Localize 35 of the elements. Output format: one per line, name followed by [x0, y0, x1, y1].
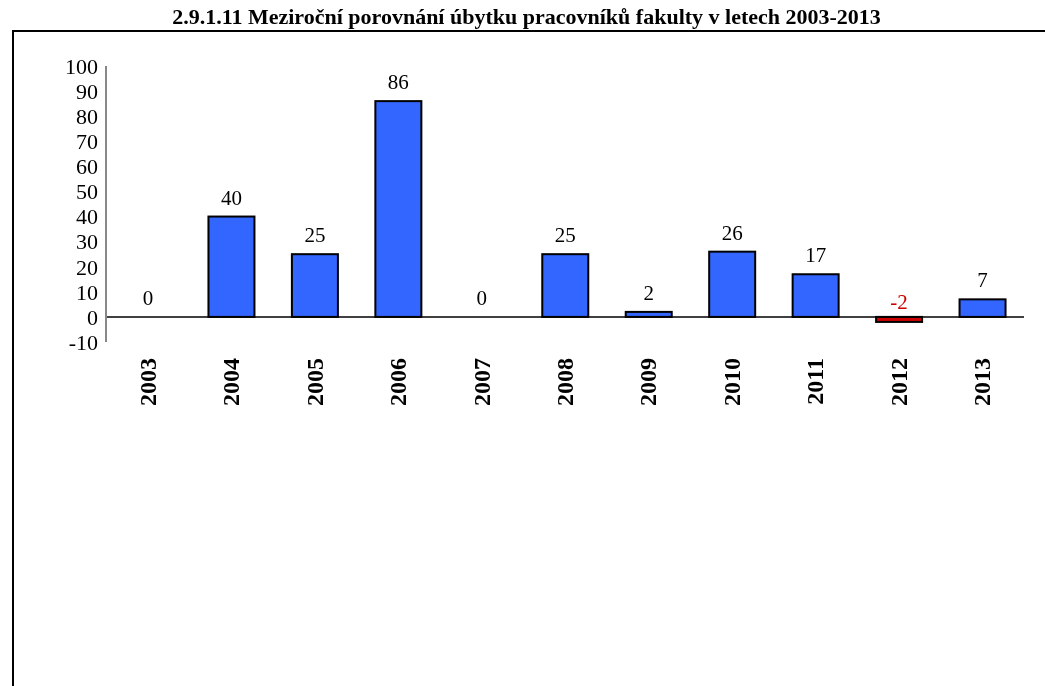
x-tick-label: 2007 — [468, 358, 495, 406]
y-tick-label: 50 — [76, 179, 98, 205]
data-label: 40 — [220, 185, 242, 210]
data-label: 25 — [304, 223, 326, 248]
data-label: 0 — [142, 285, 154, 310]
y-tick-label: 80 — [76, 103, 98, 129]
x-tick-label: 2006 — [385, 358, 412, 406]
y-tick-label: 30 — [76, 229, 98, 255]
y-tick-label: 40 — [76, 204, 98, 230]
x-tick-label: 2013 — [969, 358, 996, 406]
x-tick-label: 2008 — [552, 358, 578, 406]
data-label: 86 — [387, 70, 409, 95]
y-tick-label: 20 — [76, 254, 98, 280]
y-tick-label: 100 — [65, 53, 98, 79]
y-tick-label: 10 — [76, 279, 98, 305]
x-tick-label: 2012 — [885, 358, 912, 406]
x-tick-label: 2010 — [718, 358, 745, 406]
data-label: -2 — [890, 289, 908, 314]
y-tick-label: 70 — [76, 129, 98, 155]
x-tick-label: 2005 — [301, 358, 328, 406]
chart-title: 2.9.1.11 Meziroční porovnání úbytku pracovníků fakulty v letech 2003-2013 — [171, 4, 882, 30]
y-tick-label: -10 — [68, 329, 98, 355]
data-label: 2 — [643, 280, 654, 305]
x-tick-label: 2011 — [802, 358, 829, 405]
data-label: 7 — [977, 268, 988, 293]
y-tick-label: 60 — [76, 154, 98, 180]
data-label: 26 — [721, 220, 743, 245]
data-label: 0 — [476, 285, 488, 310]
data-label: 25 — [554, 223, 576, 248]
x-tick-label: 2009 — [635, 358, 662, 406]
x-tick-label: 2004 — [218, 358, 245, 406]
x-tick-label: 2003 — [134, 358, 161, 406]
y-tick-label: 0 — [87, 304, 98, 330]
data-label: 17 — [805, 243, 827, 268]
y-tick-label: 90 — [76, 78, 98, 104]
